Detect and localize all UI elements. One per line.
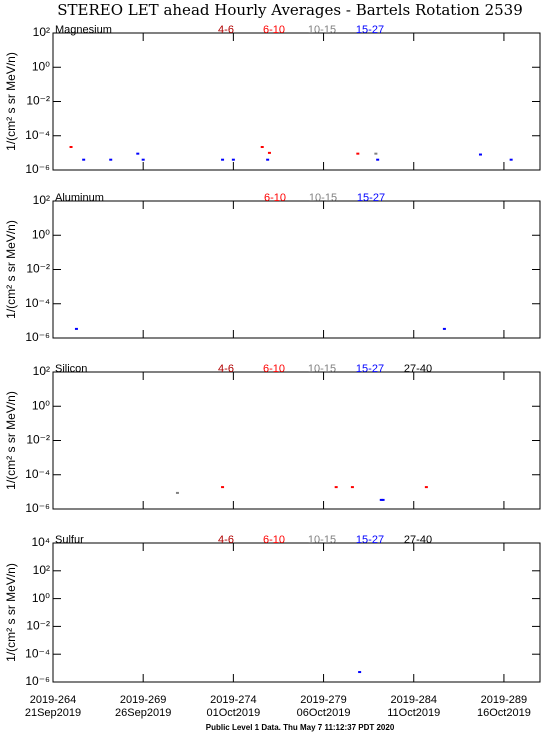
data-point xyxy=(221,486,225,489)
data-point xyxy=(74,327,78,330)
y-axis-label: 1/(cm² s sr MeV/n) xyxy=(4,52,18,151)
y-tick-label: 10⁻⁶ xyxy=(25,674,50,688)
y-tick-label: 10² xyxy=(33,364,50,378)
legend-entry: 4-6 xyxy=(218,24,234,36)
panel-title: Magnesium xyxy=(55,24,112,36)
x-tick-label: 11Oct2019 xyxy=(387,707,440,719)
data-point xyxy=(424,486,428,489)
y-tick-label: 10⁰ xyxy=(32,227,50,241)
y-tick-label: 10² xyxy=(33,193,50,207)
data-point xyxy=(109,158,113,161)
x-tick-label: 26Sep2019 xyxy=(115,707,171,719)
y-tick-label: 10⁻⁴ xyxy=(25,467,50,481)
legend-entry: 27-40 xyxy=(404,534,432,546)
y-tick-label: 10² xyxy=(33,563,50,577)
legend-entry: 6-10 xyxy=(264,192,286,204)
data-point xyxy=(358,671,362,674)
legend-entry: 27-40 xyxy=(404,363,432,375)
legend-entry: 15-27 xyxy=(356,363,384,375)
data-point xyxy=(509,158,513,161)
footer: Public Level 1 Data. Thu May 7 11:12:37 … xyxy=(206,723,395,732)
x-tick-label: 2019-284 xyxy=(390,694,437,706)
panel-title: Sulfur xyxy=(55,534,84,546)
plot-frame xyxy=(52,371,541,510)
data-point xyxy=(379,498,383,501)
plot-frame xyxy=(52,200,541,339)
legend-entry: 10-15 xyxy=(309,192,337,204)
y-tick-label: 10⁻² xyxy=(26,94,50,108)
data-point xyxy=(266,158,270,161)
page-title: STEREO LET ahead Hourly Averages - Barte… xyxy=(57,1,523,19)
data-point xyxy=(221,158,225,161)
x-tick-label: 06Oct2019 xyxy=(297,707,351,719)
legend-entry: 6-10 xyxy=(263,534,285,546)
x-tick-label: 2019-289 xyxy=(481,694,528,706)
y-axis-label: 1/(cm² s sr MeV/n) xyxy=(4,391,18,490)
legend-entry: 10-15 xyxy=(308,534,336,546)
y-tick-label: 10⁻² xyxy=(26,619,50,633)
legend-entry: 10-15 xyxy=(308,24,336,36)
x-tick-label: 2019-274 xyxy=(210,694,257,706)
y-tick-label: 10⁻² xyxy=(26,433,50,447)
data-point xyxy=(267,151,271,154)
x-tick-label: 2019-269 xyxy=(120,694,167,706)
y-tick-label: 10⁰ xyxy=(32,591,50,605)
data-point xyxy=(334,486,338,489)
data-point xyxy=(356,152,360,155)
x-tick-label: 16Oct2019 xyxy=(477,707,531,719)
data-point xyxy=(69,146,73,149)
legend-entry: 6-10 xyxy=(263,363,285,375)
plot-frame xyxy=(52,32,541,171)
data-point xyxy=(442,327,446,330)
data-point xyxy=(136,152,140,155)
x-tick-label: 2019-264 xyxy=(30,694,77,706)
legend-entry: 10-15 xyxy=(308,363,336,375)
data-point xyxy=(141,158,145,161)
data-point xyxy=(376,158,380,161)
legend-entry: 15-27 xyxy=(356,24,384,36)
x-tick-label: 21Sep2019 xyxy=(25,707,81,719)
x-tick-label: 2019-279 xyxy=(300,694,347,706)
legend-entry: 15-27 xyxy=(356,534,384,546)
data-point xyxy=(374,152,378,155)
y-tick-label: 10⁰ xyxy=(32,59,50,73)
y-tick-label: 10⁻⁶ xyxy=(25,162,50,176)
y-tick-label: 10⁰ xyxy=(32,398,50,412)
panel-title: Silicon xyxy=(55,363,87,375)
data-point xyxy=(381,498,385,501)
y-tick-label: 10⁴ xyxy=(31,535,50,549)
x-tick-label: 01Oct2019 xyxy=(206,707,260,719)
legend-entry: 6-10 xyxy=(263,24,285,36)
y-tick-label: 10⁻⁴ xyxy=(25,128,50,142)
y-tick-label: 10⁻⁴ xyxy=(25,296,50,310)
y-axis-label: 1/(cm² s sr MeV/n) xyxy=(4,220,18,319)
data-point xyxy=(260,146,264,149)
data-point xyxy=(175,491,179,494)
data-point xyxy=(350,486,354,489)
panel-title: Aluminum xyxy=(55,192,104,204)
data-point xyxy=(478,153,482,156)
plot-frame xyxy=(52,542,541,683)
legend-entry: 4-6 xyxy=(218,363,234,375)
y-tick-label: 10⁻² xyxy=(26,262,50,276)
y-tick-label: 10² xyxy=(33,25,50,39)
legend-entry: 4-6 xyxy=(218,534,234,546)
y-tick-label: 10⁻⁴ xyxy=(25,646,50,660)
y-tick-label: 10⁻⁶ xyxy=(25,330,50,344)
data-point xyxy=(82,158,86,161)
y-tick-label: 10⁻⁶ xyxy=(25,501,50,515)
data-point xyxy=(231,158,235,161)
legend-entry: 15-27 xyxy=(357,192,385,204)
y-axis-label: 1/(cm² s sr MeV/n) xyxy=(4,563,18,662)
